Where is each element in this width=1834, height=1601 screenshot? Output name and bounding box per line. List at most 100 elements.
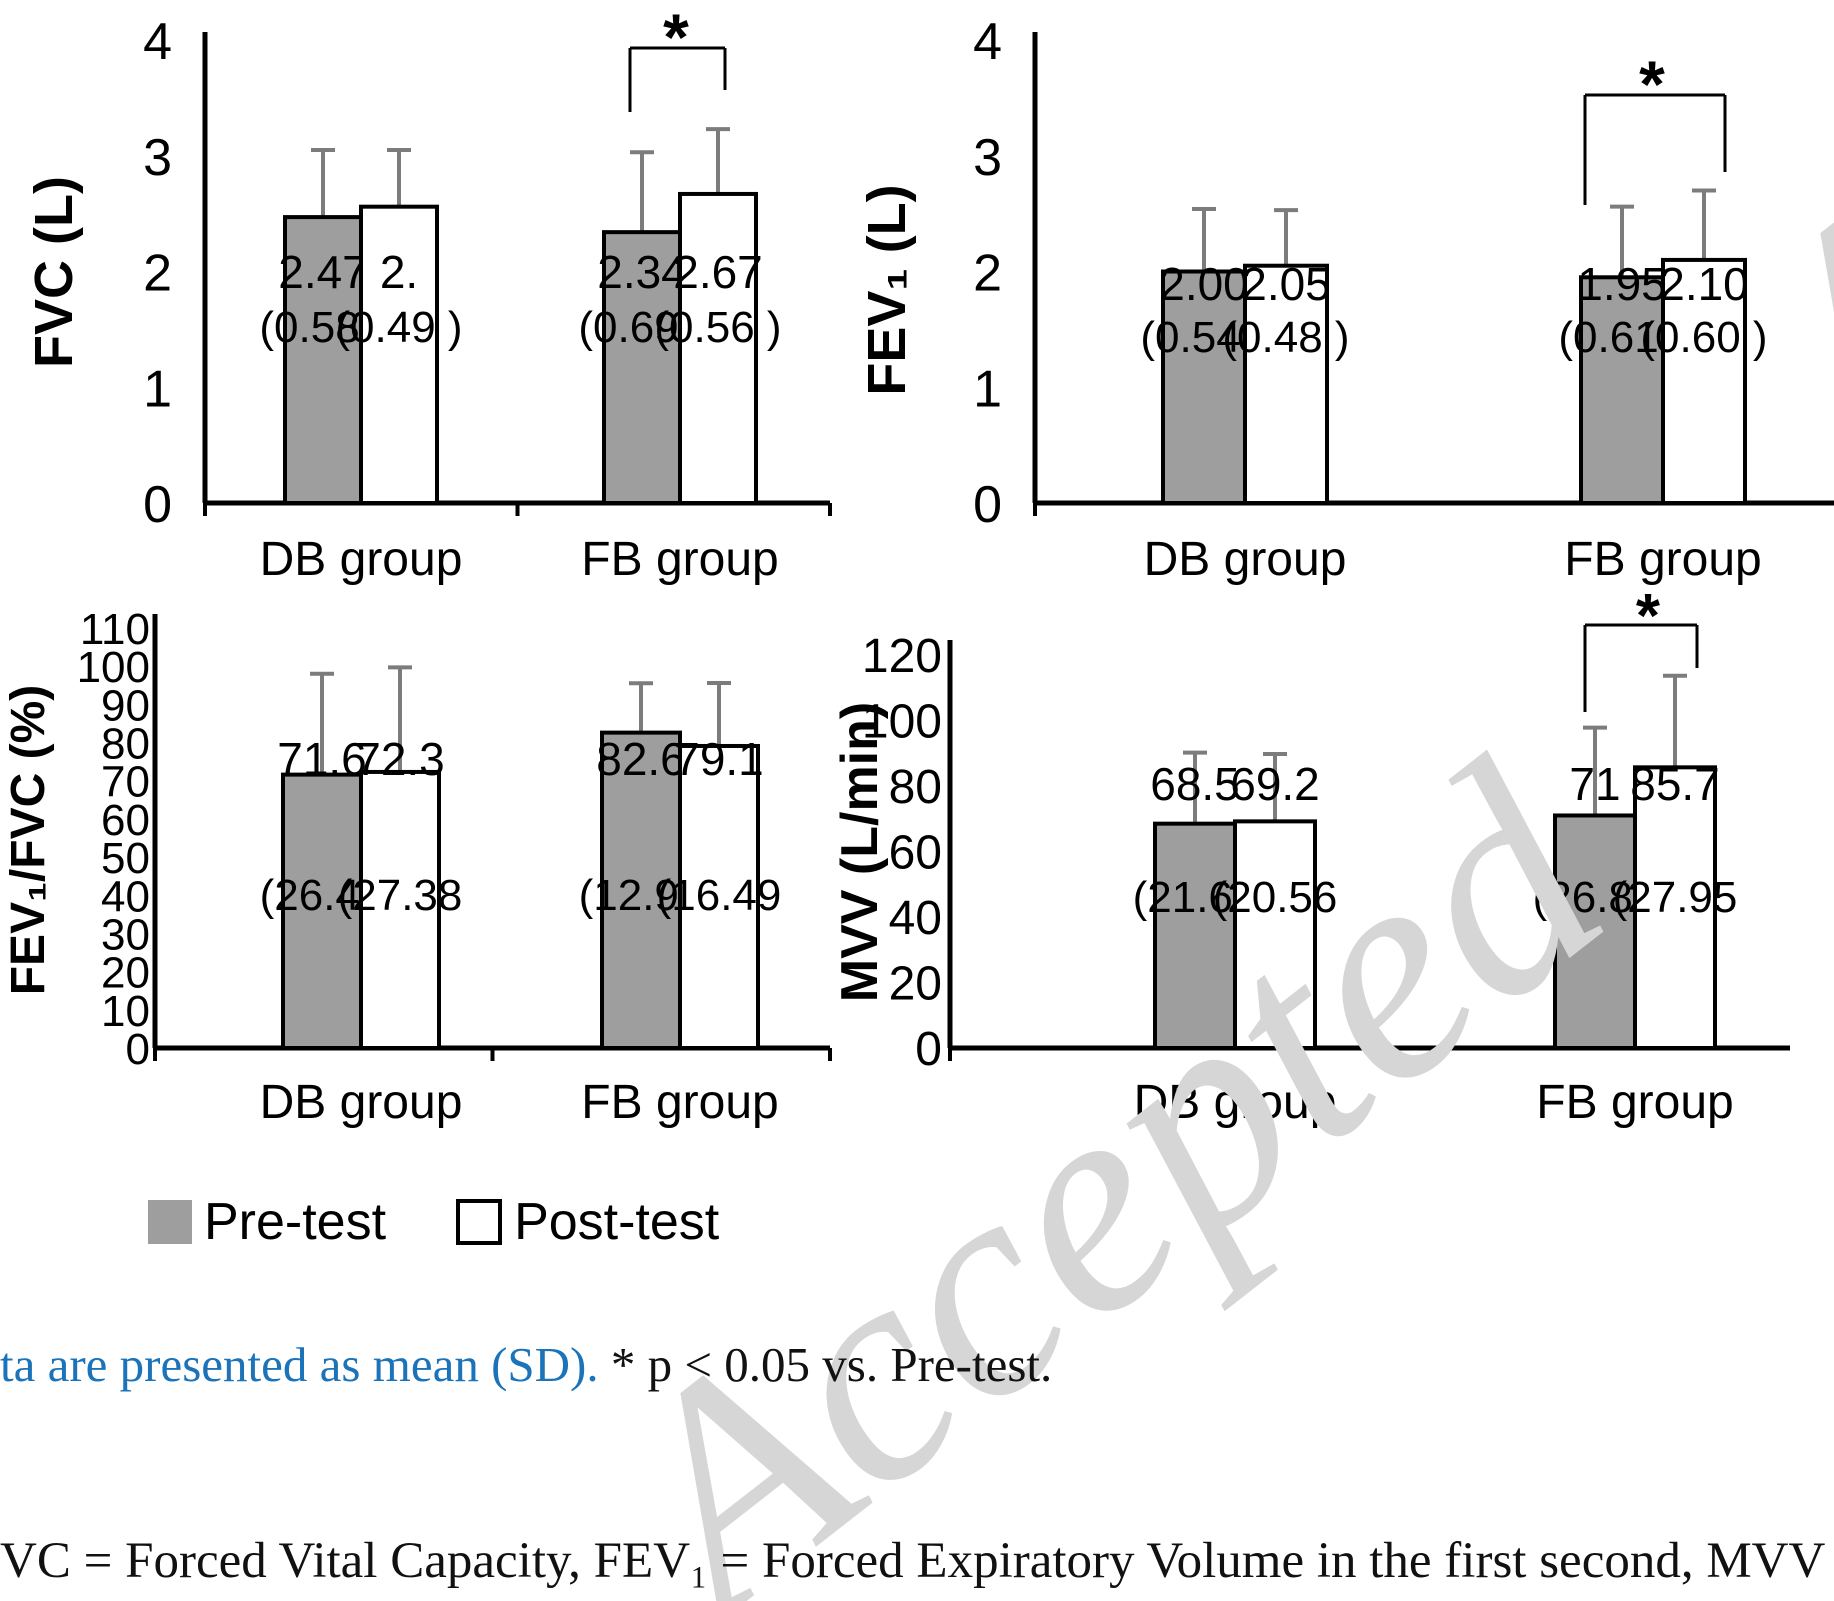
y-tick-label: 100 xyxy=(862,696,942,749)
y-tick-label: 0 xyxy=(915,1023,942,1076)
y-tick-label: 80 xyxy=(101,720,150,769)
bar-value-label: 72.3 xyxy=(355,733,445,785)
bar-pre-test xyxy=(1153,821,1237,1050)
bar-post-test xyxy=(1233,819,1317,1050)
bar-sd-label: (0.48 ) xyxy=(1222,313,1349,362)
bar-value-label: 2.00 xyxy=(1159,258,1249,310)
bar-post-test xyxy=(1633,765,1717,1051)
bar-value-label: 2.47 xyxy=(278,246,368,298)
y-axis-title: MVV (L/min) xyxy=(831,702,889,1002)
y-tick-label: 20 xyxy=(889,958,942,1011)
abbreviation-footnote: VC = Forced Vital Capacity, FEV₁ = Force… xyxy=(0,1533,1834,1589)
bar-pre-test xyxy=(281,772,363,1050)
bar-sd-label: (0.60 ) xyxy=(1640,313,1767,362)
x-category-label: FB group xyxy=(581,533,778,586)
x-category-label: DB group xyxy=(260,533,463,586)
bar-pre-test xyxy=(283,215,363,505)
bar-pre-test xyxy=(1161,269,1247,505)
y-tick-label: 20 xyxy=(101,949,150,998)
bar-value-label: 71 xyxy=(1569,758,1620,810)
y-tick-label: 0 xyxy=(126,1025,150,1074)
bar-value-label: 2. xyxy=(380,246,418,298)
caption-note-black: * p < 0.05 vs. Pre-test. xyxy=(598,1337,1053,1392)
y-tick-label: 3 xyxy=(973,129,1002,187)
significance-star: * xyxy=(663,0,689,74)
bar-post-test xyxy=(1661,257,1747,505)
y-tick-label: 80 xyxy=(889,761,942,814)
bar-value-label: 85.7 xyxy=(1630,758,1720,810)
bar-post-test xyxy=(1243,263,1329,505)
significance-star: * xyxy=(1639,47,1665,121)
bar-sd-label: (27.38 xyxy=(338,871,463,920)
significance-bracket: * xyxy=(1583,47,1727,205)
bar-value-label: 2.05 xyxy=(1241,258,1331,310)
post-test-swatch xyxy=(456,1199,503,1245)
bar-value-label: 69.2 xyxy=(1230,758,1320,810)
y-tick-label: 60 xyxy=(889,827,942,880)
significance-star: * xyxy=(1636,582,1661,651)
x-category-label: FB group xyxy=(1536,1076,1733,1129)
bar-value-label: 68.5 xyxy=(1150,758,1240,810)
y-tick-label: 1 xyxy=(973,360,1002,418)
significance-bracket: * xyxy=(1583,582,1699,712)
y-tick-label: 40 xyxy=(889,892,942,945)
bar-sd-label: (16.49 xyxy=(657,871,782,920)
bar-sd-label: (27.95 xyxy=(1613,873,1738,922)
y-tick-label: 120 xyxy=(862,630,942,683)
y-tick-label: 60 xyxy=(101,796,150,845)
pre-test-swatch xyxy=(148,1200,192,1244)
legend: Pre-test Post-test xyxy=(148,1193,719,1251)
bar-post-test xyxy=(678,743,760,1050)
bar-post-test xyxy=(359,204,439,505)
bar-value-label: 79.1 xyxy=(674,733,764,785)
y-tick-label: 10 xyxy=(101,987,150,1036)
bar-sd-label: (0.49 ) xyxy=(335,303,462,352)
y-tick-label: 50 xyxy=(101,834,150,883)
y-tick-label: 3 xyxy=(143,129,172,187)
x-category-label: DB group xyxy=(260,1076,463,1129)
bar-value-label: 82.6 xyxy=(596,733,686,785)
bar-sd-label: (0.56 ) xyxy=(654,303,781,352)
y-tick-label: 4 xyxy=(143,13,172,71)
bar-post-test xyxy=(359,769,441,1050)
y-tick-label: 100 xyxy=(77,643,150,692)
y-axis-title: FEV₁/FVC (%) xyxy=(2,685,55,996)
x-category-label: FB group xyxy=(1564,533,1761,586)
bar-value-label: 1.95 xyxy=(1577,258,1667,310)
bar-post-test xyxy=(678,191,758,505)
y-tick-label: 0 xyxy=(143,476,172,534)
y-tick-label: 2 xyxy=(973,245,1002,303)
bar-value-label: 2.67 xyxy=(673,246,763,298)
caption-note: ta are presented as mean (SD). * p < 0.0… xyxy=(0,1336,1052,1393)
bar-value-label: 2.10 xyxy=(1659,258,1749,310)
y-tick-label: 70 xyxy=(101,758,150,807)
bar-pre-test xyxy=(602,230,682,506)
bar-pre-test xyxy=(1553,813,1637,1050)
y-tick-label: 2 xyxy=(143,245,172,303)
y-tick-label: 4 xyxy=(973,13,1002,71)
y-axis-title: FVC (L) xyxy=(24,176,84,368)
x-category-label: FB group xyxy=(581,1076,778,1129)
bar-value-label: 2.34 xyxy=(597,246,687,298)
x-category-label: DB group xyxy=(1144,533,1347,586)
y-tick-label: 0 xyxy=(973,476,1002,534)
y-tick-label: 40 xyxy=(101,872,150,921)
caption-note-blue: ta are presented as mean (SD). xyxy=(0,1337,599,1392)
pre-test-label: Pre-test xyxy=(204,1193,387,1251)
bar-pre-test xyxy=(1579,275,1665,505)
post-test-label: Post-test xyxy=(514,1193,720,1251)
y-tick-label: 110 xyxy=(80,605,150,654)
significance-bracket: * xyxy=(628,0,727,112)
bar-sd-label: (20.56 xyxy=(1213,873,1338,922)
y-tick-label: 1 xyxy=(143,360,172,418)
y-axis-title: FEV₁ (L) xyxy=(857,184,917,395)
y-tick-label: 30 xyxy=(101,910,150,959)
bar-value-label: 71.6 xyxy=(277,733,367,785)
y-tick-label: 90 xyxy=(101,681,150,730)
x-category-label: DB group xyxy=(1134,1076,1337,1129)
